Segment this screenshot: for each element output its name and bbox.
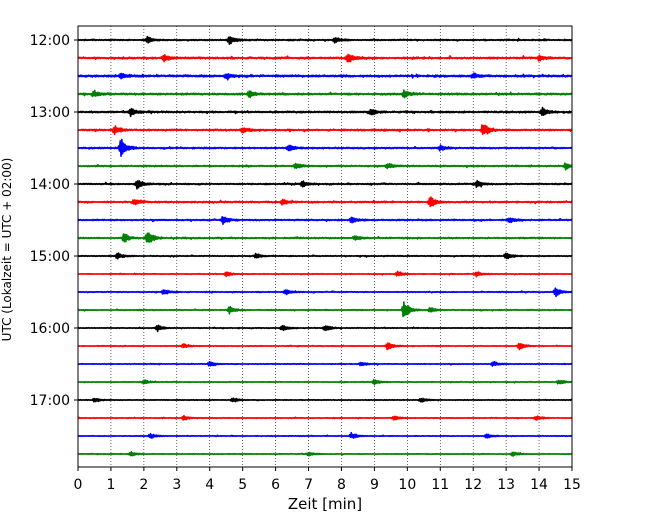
y-tick-label: 17:00	[30, 393, 70, 409]
x-tick-label: 8	[337, 477, 346, 493]
x-tick-label: 11	[431, 477, 449, 493]
trace-line	[77, 252, 573, 260]
y-tick-label: 15:00	[30, 249, 70, 265]
y-tick-label: 13:00	[30, 105, 70, 121]
x-tick-label: 5	[238, 477, 247, 493]
trace-group	[77, 35, 573, 457]
x-tick-label: 1	[106, 477, 115, 493]
trace-line	[77, 196, 573, 208]
trace-line	[77, 431, 573, 439]
trace-line	[77, 53, 573, 63]
x-tick-label: 13	[497, 477, 515, 493]
x-axis: 0 1 2 3 4 5 6 7 8 9 10 11 12 13 14 15	[74, 467, 581, 493]
y-axis: 12:00 13:00 14:00 15:00 16:00 17:00	[30, 33, 78, 409]
trace-line	[77, 360, 573, 367]
trace-line	[77, 450, 573, 457]
trace-line	[77, 162, 573, 171]
y-axis-label: UTC (Lokalzeit = UTC + 02:00)	[0, 158, 14, 342]
x-tick-label: 15	[563, 477, 581, 493]
trace-line	[77, 35, 573, 45]
trace-line	[77, 124, 573, 136]
x-tick-label: 10	[398, 477, 416, 493]
trace-line	[77, 179, 573, 190]
trace-line	[77, 301, 573, 318]
x-tick-label: 12	[464, 477, 482, 493]
y-tick-label: 14:00	[30, 177, 70, 193]
trace-line	[77, 270, 573, 278]
trace-line	[77, 342, 573, 351]
x-tick-label: 2	[139, 477, 148, 493]
trace-line	[77, 287, 573, 298]
x-tick-label: 4	[205, 477, 214, 493]
trace-line	[77, 72, 573, 81]
plot-frame	[77, 25, 573, 468]
x-axis-label: Zeit [min]	[288, 495, 362, 513]
trace-line	[77, 324, 573, 333]
x-tick-label: 14	[530, 477, 548, 493]
trace-line	[77, 215, 573, 225]
trace-line	[77, 232, 573, 243]
x-tick-label: 9	[370, 477, 379, 493]
y-tick-label: 16:00	[30, 321, 70, 337]
trace-line	[77, 138, 573, 158]
trace-line	[77, 397, 573, 403]
trace-line	[77, 414, 573, 421]
y-tick-label: 12:00	[30, 33, 70, 49]
x-tick-label: 0	[74, 477, 83, 493]
x-tick-label: 3	[172, 477, 181, 493]
x-tick-label: 6	[271, 477, 280, 493]
trace-line	[77, 378, 573, 386]
trace-line	[77, 106, 573, 118]
trace-line	[77, 89, 573, 99]
x-tick-label: 7	[304, 477, 313, 493]
